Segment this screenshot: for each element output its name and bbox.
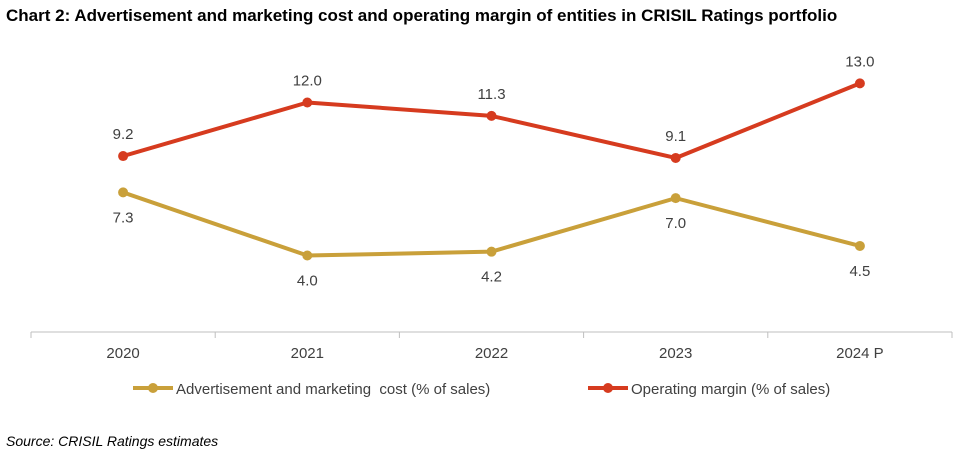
x-tick-label: 2022 bbox=[475, 345, 508, 362]
x-tick-label: 2021 bbox=[291, 345, 324, 362]
data-label: 11.3 bbox=[477, 86, 505, 103]
data-point bbox=[670, 193, 681, 204]
x-tick-label: 2023 bbox=[659, 345, 692, 362]
data-label: 9.1 bbox=[665, 128, 686, 145]
data-point bbox=[854, 240, 865, 251]
data-point bbox=[486, 246, 497, 257]
data-label: 4.0 bbox=[297, 273, 318, 290]
data-label: 9.2 bbox=[113, 126, 134, 143]
legend-label: Operating margin (% of sales) bbox=[631, 381, 830, 398]
chart-title: Chart 2: Advertisement and marketing cos… bbox=[6, 6, 838, 25]
data-label: 12.0 bbox=[293, 73, 322, 90]
data-point bbox=[486, 110, 497, 121]
legend-marker bbox=[603, 383, 613, 393]
data-label: 7.0 bbox=[665, 215, 686, 232]
data-label: 4.5 bbox=[849, 263, 870, 280]
data-label: 4.2 bbox=[481, 269, 502, 286]
x-tick-label: 2024 P bbox=[836, 345, 884, 362]
data-label: 7.3 bbox=[113, 209, 134, 226]
series-line bbox=[122, 190, 861, 258]
data-point bbox=[118, 187, 129, 198]
legend-marker bbox=[148, 383, 158, 393]
source-note: Source: CRISIL Ratings estimates bbox=[6, 433, 219, 449]
data-point bbox=[118, 151, 129, 162]
legend-label: Advertisement and marketing cost (% of s… bbox=[176, 381, 490, 398]
x-tick-label: 2020 bbox=[106, 345, 139, 362]
data-point bbox=[302, 97, 313, 108]
data-point bbox=[670, 152, 681, 163]
data-point bbox=[854, 78, 865, 89]
data-point bbox=[302, 250, 313, 261]
data-label: 13.0 bbox=[845, 53, 874, 70]
